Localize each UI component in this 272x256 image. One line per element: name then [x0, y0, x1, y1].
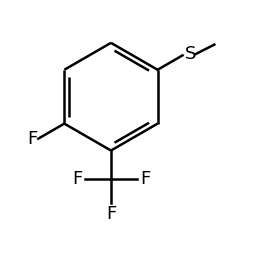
- Text: S: S: [184, 45, 196, 63]
- Text: F: F: [72, 170, 82, 188]
- Text: F: F: [27, 130, 37, 148]
- Text: F: F: [140, 170, 150, 188]
- Text: F: F: [106, 205, 116, 223]
